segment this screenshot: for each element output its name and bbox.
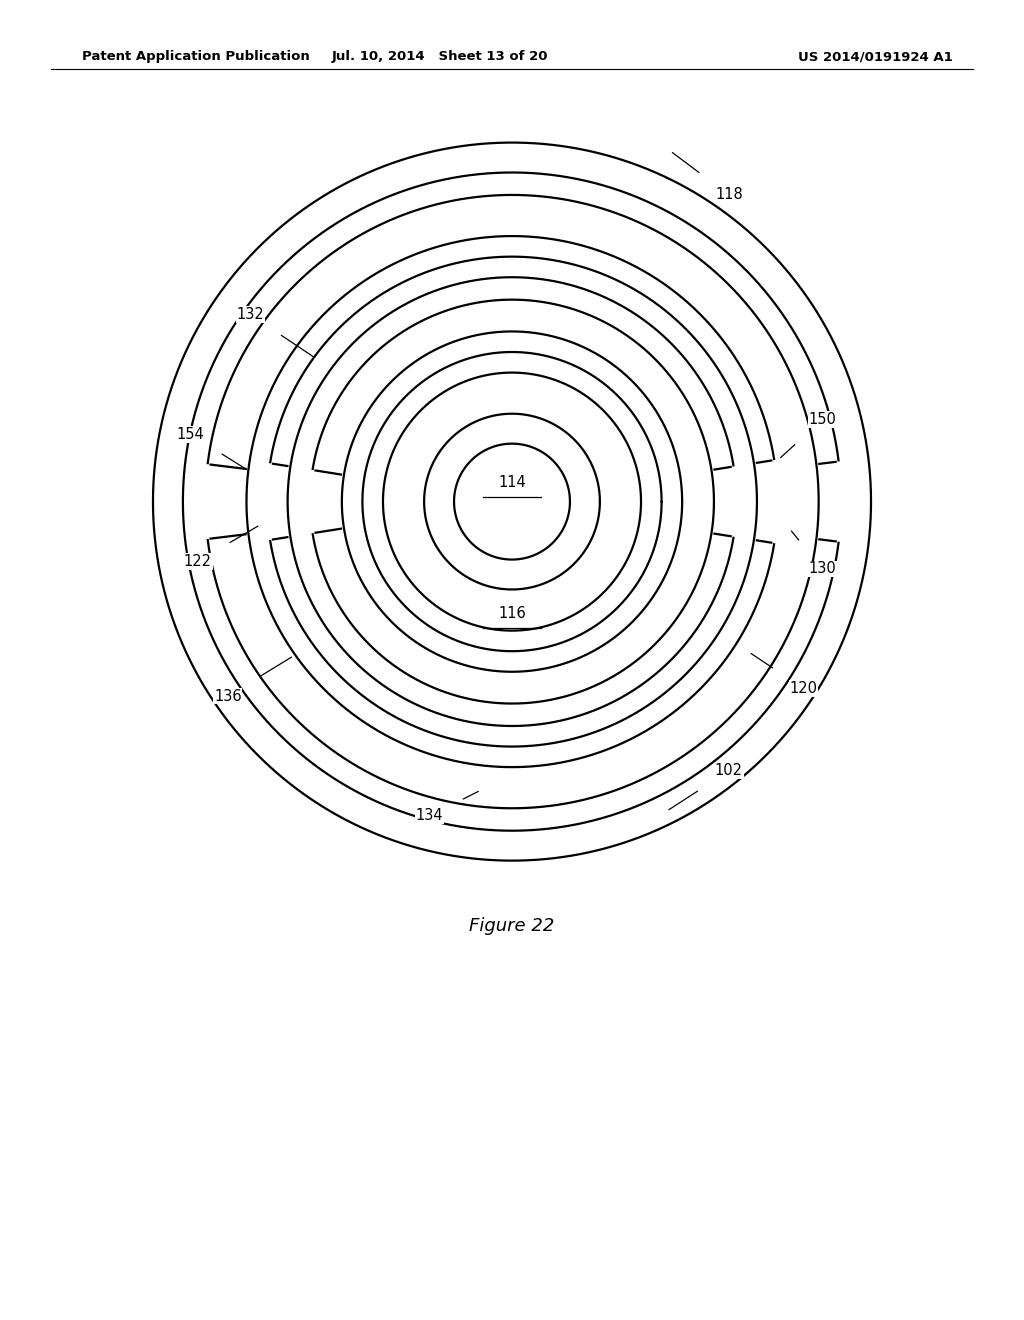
Text: 154: 154 [176,426,204,442]
Text: 136: 136 [214,689,242,704]
Text: 120: 120 [790,681,818,696]
Text: Patent Application Publication: Patent Application Publication [82,50,309,63]
Text: 114: 114 [498,475,526,491]
Text: 116: 116 [498,606,526,622]
Text: US 2014/0191924 A1: US 2014/0191924 A1 [798,50,952,63]
Text: Jul. 10, 2014   Sheet 13 of 20: Jul. 10, 2014 Sheet 13 of 20 [332,50,549,63]
Text: Figure 22: Figure 22 [469,917,555,936]
Text: 122: 122 [184,554,212,569]
Text: 118: 118 [715,187,742,202]
Text: 130: 130 [809,561,837,577]
Text: 102: 102 [715,763,742,779]
Text: 150: 150 [809,412,837,426]
Text: 132: 132 [237,308,264,322]
Text: 134: 134 [416,808,443,824]
